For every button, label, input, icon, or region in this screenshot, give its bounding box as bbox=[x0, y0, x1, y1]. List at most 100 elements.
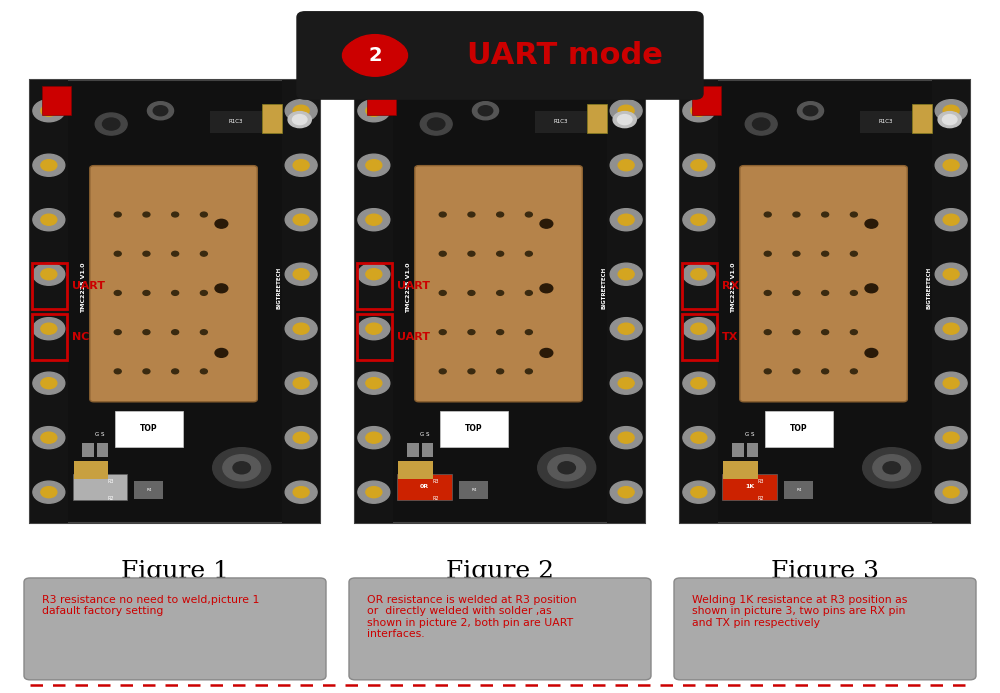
Text: TOP: TOP bbox=[465, 424, 483, 433]
FancyBboxPatch shape bbox=[97, 444, 108, 457]
Circle shape bbox=[850, 252, 857, 256]
Circle shape bbox=[618, 378, 634, 389]
Circle shape bbox=[143, 330, 150, 335]
FancyBboxPatch shape bbox=[134, 481, 163, 499]
Circle shape bbox=[935, 100, 967, 122]
Circle shape bbox=[691, 486, 707, 498]
FancyBboxPatch shape bbox=[459, 481, 488, 499]
Circle shape bbox=[764, 290, 771, 295]
Text: R2: R2 bbox=[108, 496, 114, 501]
Circle shape bbox=[172, 252, 179, 256]
Text: BIGTREETECH: BIGTREETECH bbox=[277, 267, 282, 309]
Circle shape bbox=[822, 212, 829, 217]
FancyBboxPatch shape bbox=[765, 411, 833, 447]
Circle shape bbox=[548, 455, 586, 481]
Circle shape bbox=[943, 159, 959, 170]
FancyBboxPatch shape bbox=[407, 444, 419, 457]
Circle shape bbox=[200, 252, 207, 256]
Circle shape bbox=[293, 214, 309, 225]
Circle shape bbox=[613, 112, 636, 128]
Text: 2: 2 bbox=[368, 46, 382, 65]
Text: TMC2225 V1.0: TMC2225 V1.0 bbox=[731, 263, 736, 313]
Text: R1C3: R1C3 bbox=[229, 119, 243, 124]
Circle shape bbox=[935, 154, 967, 176]
Circle shape bbox=[33, 100, 65, 122]
FancyBboxPatch shape bbox=[30, 80, 68, 523]
Circle shape bbox=[215, 219, 228, 228]
Text: Fiqure 3: Fiqure 3 bbox=[771, 560, 879, 584]
Circle shape bbox=[288, 112, 311, 128]
Circle shape bbox=[114, 330, 121, 335]
Circle shape bbox=[172, 290, 179, 295]
Text: Fiqure 2: Fiqure 2 bbox=[446, 560, 554, 584]
Circle shape bbox=[683, 209, 715, 231]
Circle shape bbox=[33, 427, 65, 449]
FancyBboxPatch shape bbox=[349, 578, 651, 680]
Text: BIGTREETECH: BIGTREETECH bbox=[927, 267, 932, 309]
Circle shape bbox=[468, 369, 475, 374]
FancyBboxPatch shape bbox=[722, 474, 777, 500]
Text: TX: TX bbox=[722, 332, 738, 342]
Circle shape bbox=[935, 317, 967, 340]
Circle shape bbox=[850, 330, 857, 335]
Circle shape bbox=[497, 290, 504, 295]
Circle shape bbox=[366, 432, 382, 444]
FancyBboxPatch shape bbox=[42, 87, 71, 115]
Circle shape bbox=[943, 269, 959, 280]
Circle shape bbox=[610, 317, 642, 340]
Circle shape bbox=[935, 427, 967, 449]
Text: 1K: 1K bbox=[745, 484, 754, 489]
Circle shape bbox=[33, 209, 65, 231]
Circle shape bbox=[213, 448, 271, 488]
Circle shape bbox=[143, 252, 150, 256]
Text: R3 resistance no need to weld,picture 1
dafault factory setting: R3 resistance no need to weld,picture 1 … bbox=[42, 595, 259, 616]
Circle shape bbox=[358, 372, 390, 394]
FancyBboxPatch shape bbox=[262, 104, 282, 133]
FancyBboxPatch shape bbox=[680, 80, 718, 523]
Circle shape bbox=[358, 481, 390, 503]
Circle shape bbox=[497, 212, 504, 217]
Circle shape bbox=[935, 209, 967, 231]
Text: NC: NC bbox=[72, 332, 89, 342]
Circle shape bbox=[610, 154, 642, 176]
Circle shape bbox=[525, 252, 532, 256]
Circle shape bbox=[358, 100, 390, 122]
Circle shape bbox=[172, 212, 179, 217]
Circle shape bbox=[935, 481, 967, 503]
FancyBboxPatch shape bbox=[355, 80, 393, 523]
Circle shape bbox=[215, 349, 228, 358]
Circle shape bbox=[745, 113, 777, 135]
Circle shape bbox=[366, 323, 382, 334]
Circle shape bbox=[935, 372, 967, 394]
Circle shape bbox=[143, 212, 150, 217]
FancyBboxPatch shape bbox=[72, 474, 127, 500]
Circle shape bbox=[683, 372, 715, 394]
FancyBboxPatch shape bbox=[607, 80, 645, 523]
Circle shape bbox=[41, 214, 57, 225]
Circle shape bbox=[797, 102, 824, 120]
Circle shape bbox=[938, 112, 961, 128]
Circle shape bbox=[293, 323, 309, 334]
FancyBboxPatch shape bbox=[680, 80, 970, 523]
Circle shape bbox=[33, 154, 65, 176]
Circle shape bbox=[683, 427, 715, 449]
FancyBboxPatch shape bbox=[355, 80, 645, 523]
Circle shape bbox=[618, 432, 634, 444]
Circle shape bbox=[285, 372, 317, 394]
Circle shape bbox=[610, 481, 642, 503]
Circle shape bbox=[172, 330, 179, 335]
Circle shape bbox=[41, 378, 57, 389]
Circle shape bbox=[873, 455, 911, 481]
Text: BIGTREETECH: BIGTREETECH bbox=[602, 267, 607, 309]
Circle shape bbox=[793, 252, 800, 256]
Circle shape bbox=[293, 378, 309, 389]
Circle shape bbox=[793, 330, 800, 335]
FancyBboxPatch shape bbox=[740, 166, 907, 402]
Circle shape bbox=[943, 323, 959, 334]
Circle shape bbox=[468, 290, 475, 295]
Circle shape bbox=[200, 212, 207, 217]
Circle shape bbox=[618, 159, 634, 170]
Circle shape bbox=[764, 212, 771, 217]
Text: R1C3: R1C3 bbox=[554, 119, 568, 124]
Circle shape bbox=[41, 105, 57, 116]
